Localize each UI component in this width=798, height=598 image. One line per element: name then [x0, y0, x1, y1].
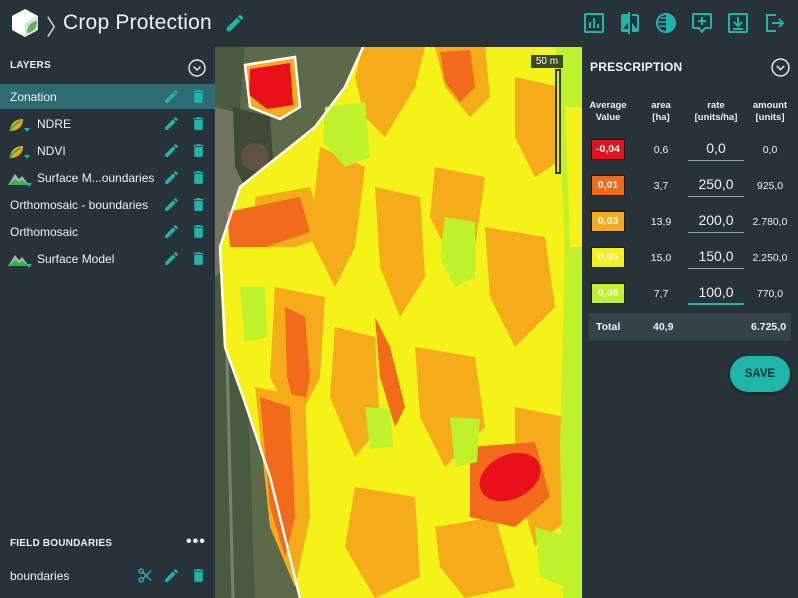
top-bar: 〉 Crop Protection: [0, 0, 798, 47]
delete-icon[interactable]: [190, 567, 207, 584]
zone-amount: 770,0: [756, 288, 784, 300]
cut-icon[interactable]: [137, 567, 154, 584]
compare-icon[interactable]: [618, 11, 642, 35]
bar-chart-icon[interactable]: [582, 11, 606, 35]
prescription-title: PRESCRIPTION: [590, 60, 683, 74]
prescription-row: 0,03 13,9 2.780,0: [582, 208, 798, 238]
col-header-average-value: Average Value: [589, 100, 627, 123]
edit-title-icon[interactable]: [224, 12, 246, 34]
layer-label: NDRE: [37, 116, 72, 131]
edit-icon[interactable]: [163, 567, 180, 584]
zone-value-swatch: 0,06: [591, 283, 625, 304]
zone-value-swatch: 0,01: [591, 175, 625, 196]
boundary-item[interactable]: boundaries: [0, 563, 215, 588]
total-amount: 6.725,0: [751, 321, 787, 333]
edit-icon[interactable]: [163, 223, 180, 240]
download-icon[interactable]: [726, 11, 750, 35]
zone-amount: 2.250,0: [752, 252, 788, 264]
total-row: Total 40,9 6.725,0: [589, 313, 791, 341]
prescription-row: 0,06 7,7 770,0: [582, 280, 798, 310]
zone-area: 15,0: [650, 252, 672, 264]
zone-value-swatch: -0,04: [591, 139, 625, 160]
total-label: Total: [596, 321, 621, 333]
rate-input[interactable]: [688, 208, 744, 233]
rate-input[interactable]: [688, 136, 744, 161]
zone-area: 7,7: [653, 288, 669, 300]
delete-icon[interactable]: [190, 223, 207, 240]
layer-ndvi[interactable]: NDVI: [0, 138, 215, 163]
layer-label: Zonation: [10, 89, 57, 104]
col-header-rate: rate [units/ha]: [694, 100, 738, 123]
delete-icon[interactable]: [190, 88, 207, 105]
rate-input[interactable]: [688, 172, 744, 197]
rate-input[interactable]: [688, 280, 744, 305]
layers-collapse-icon[interactable]: [188, 59, 206, 77]
prescription-panel: PRESCRIPTION Average Value area [ha] rat…: [582, 47, 798, 598]
add-annotation-icon[interactable]: [690, 11, 714, 35]
contrast-icon[interactable]: [654, 11, 678, 35]
prescription-row: 0,05 15,0 2.250,0: [582, 244, 798, 274]
zone-area: 13,9: [650, 216, 672, 228]
exit-icon[interactable]: [762, 11, 786, 35]
edit-icon[interactable]: [163, 250, 180, 267]
zonation-map[interactable]: 50 m: [215, 47, 582, 598]
col-header-area: area [ha]: [651, 100, 671, 123]
layer-label: NDVI: [37, 143, 66, 158]
page-title: Crop Protection: [63, 11, 212, 34]
index-leaf-icon: [9, 119, 30, 132]
layers-heading: LAYERS: [10, 60, 51, 71]
layer-label: Surface M...oundaries: [37, 170, 155, 185]
zone-area: 0,6: [653, 144, 669, 156]
layer-ndre[interactable]: NDRE: [0, 111, 215, 136]
zone-value-swatch: 0,03: [591, 211, 625, 232]
prescription-collapse-icon[interactable]: [771, 58, 790, 77]
zone-value-swatch: 0,05: [591, 247, 625, 268]
layer-surface-model-boundaries[interactable]: Surface M...oundaries: [0, 165, 215, 190]
terrain-icon: [8, 174, 32, 187]
layer-label: Surface Model: [37, 251, 115, 266]
layer-orthomosaic[interactable]: Orthomosaic: [0, 219, 215, 244]
zone-amount: 0,0: [762, 144, 778, 156]
layer-label: Orthomosaic - boundaries: [10, 197, 149, 212]
layer-orthomosaic-boundaries[interactable]: Orthomosaic - boundaries: [0, 192, 215, 217]
total-area: 40,9: [653, 321, 674, 333]
layer-zonation[interactable]: Zonation: [0, 84, 215, 109]
map-canvas[interactable]: [215, 47, 582, 598]
app-logo-icon[interactable]: [10, 8, 40, 38]
more-options-icon[interactable]: •••: [186, 533, 206, 550]
scale-bar: [555, 69, 561, 174]
delete-icon[interactable]: [190, 169, 207, 186]
layer-surface-model[interactable]: Surface Model: [0, 246, 215, 271]
terrain-icon: [8, 255, 32, 268]
boundary-label: boundaries: [10, 569, 70, 583]
prescription-row: 0,01 3,7 925,0: [582, 172, 798, 202]
edit-icon[interactable]: [163, 115, 180, 132]
prescription-row: -0,04 0,6 0,0: [582, 136, 798, 166]
save-button[interactable]: SAVE: [730, 356, 790, 392]
zone-area: 3,7: [653, 180, 669, 192]
breadcrumb-separator: 〉: [46, 16, 69, 41]
rate-input[interactable]: [688, 244, 744, 269]
delete-icon[interactable]: [190, 250, 207, 267]
edit-icon[interactable]: [163, 88, 180, 105]
zone-amount: 925,0: [756, 180, 784, 192]
scale-label: 50 m: [531, 55, 563, 68]
index-leaf-icon: [9, 146, 30, 159]
layer-label: Orthomosaic: [10, 224, 79, 239]
delete-icon[interactable]: [190, 142, 207, 159]
edit-icon[interactable]: [163, 169, 180, 186]
zone-amount: 2.780,0: [752, 216, 788, 228]
edit-icon[interactable]: [163, 196, 180, 213]
field-boundaries-heading: FIELD BOUNDARIES: [10, 538, 113, 549]
delete-icon[interactable]: [190, 115, 207, 132]
col-header-amount: amount [units]: [752, 100, 788, 123]
layers-sidebar: LAYERS Zonation NDRE NDVI: [0, 47, 215, 598]
delete-icon[interactable]: [190, 196, 207, 213]
edit-icon[interactable]: [163, 142, 180, 159]
